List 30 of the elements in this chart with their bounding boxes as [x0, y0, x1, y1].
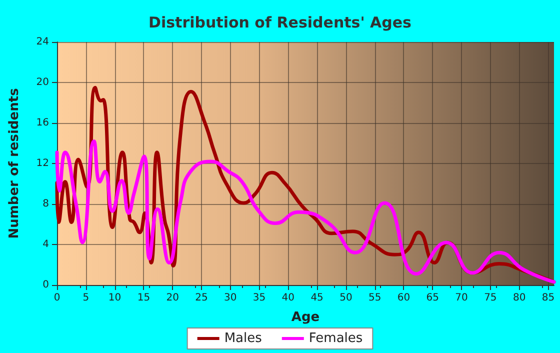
x-tick-label: 40 [282, 292, 295, 304]
x-tick-label: 50 [340, 292, 352, 304]
x-tick-label: 45 [310, 292, 324, 304]
y-tick-label: 20 [36, 77, 49, 88]
x-tick-label: 5 [82, 292, 90, 304]
x-tick-label: 85 [542, 292, 555, 304]
y-tick-label: 4 [42, 239, 49, 250]
x-tick-label: 25 [195, 292, 208, 304]
chart-title: Distribution of Residents' Ages [148, 14, 412, 32]
x-tick-label: 75 [484, 292, 497, 304]
x-tick-label: 35 [252, 292, 266, 304]
y-tick-label: 16 [36, 118, 49, 128]
x-tick-label: 60 [397, 292, 410, 304]
x-tick-label: 80 [512, 292, 526, 304]
y-tick-label: 12 [36, 158, 49, 169]
y-tick-label: 8 [42, 198, 49, 210]
x-tick-label: 20 [166, 292, 179, 304]
x-tick-label: 55 [368, 292, 382, 304]
legend-label: Females [308, 331, 363, 346]
legend-label: Males [224, 331, 262, 346]
x-axis-title: Age [291, 310, 320, 325]
y-tick-label: 24 [36, 36, 49, 48]
x-tick-label: 70 [455, 292, 468, 304]
y-axis-title: Number of residents [7, 88, 22, 239]
x-tick-label: 30 [224, 292, 237, 304]
x-tick-label: 15 [137, 292, 150, 304]
y-tick-label: 0 [42, 280, 49, 290]
x-tick-label: 0 [54, 292, 60, 304]
x-tick-label: 65 [426, 292, 440, 304]
x-tick-label: 10 [108, 292, 122, 304]
